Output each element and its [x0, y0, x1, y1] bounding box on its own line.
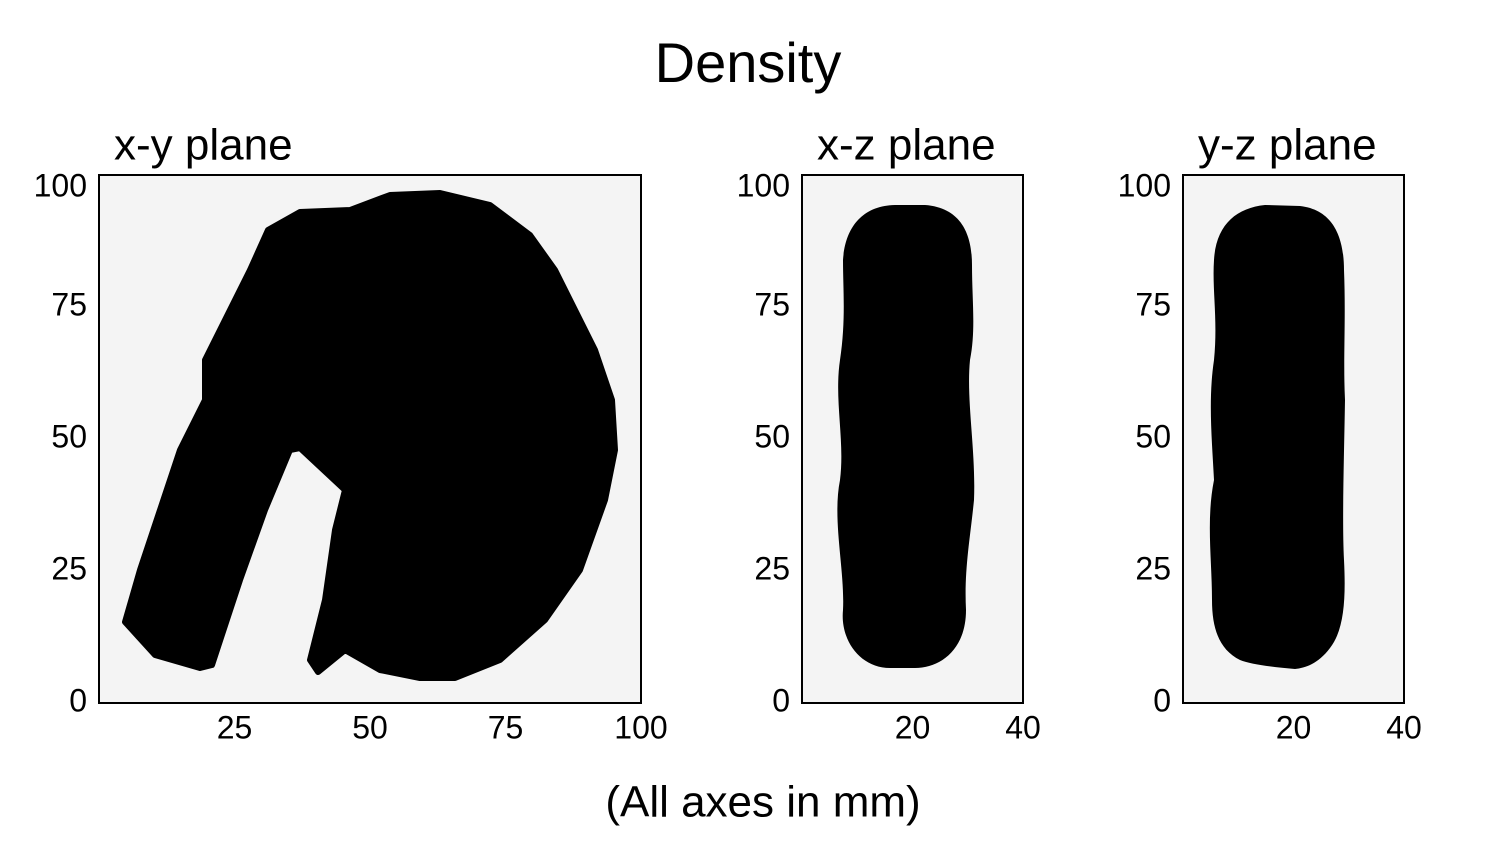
y-tick-label: 0 [772, 682, 790, 718]
density-blob [1209, 205, 1345, 669]
x-tick-label: 20 [895, 709, 931, 745]
y-tick-label: 100 [737, 167, 790, 203]
y-tick-label: 50 [51, 418, 87, 454]
x-tick-label: 25 [217, 709, 253, 745]
y-tick-label: 50 [1135, 418, 1171, 454]
x-tick-label: 100 [614, 709, 667, 745]
y-tick-label: 25 [754, 550, 790, 586]
panel-title: x-y plane [114, 121, 293, 170]
figure-title: Density [655, 31, 842, 94]
y-tick-label: 25 [51, 550, 87, 586]
panel-title: y-z plane [1198, 121, 1377, 170]
x-tick-label: 40 [1386, 709, 1422, 745]
y-tick-label: 75 [1135, 286, 1171, 322]
density-blob [122, 190, 618, 681]
x-tick-label: 40 [1005, 709, 1041, 745]
y-tick-label: 75 [754, 286, 790, 322]
y-tick-label: 25 [1135, 550, 1171, 586]
x-tick-label: 75 [488, 709, 524, 745]
y-tick-label: 50 [754, 418, 790, 454]
panel-title: x-z plane [817, 121, 996, 170]
y-tick-label: 0 [1153, 682, 1171, 718]
y-tick-label: 75 [51, 286, 87, 322]
x-tick-label: 20 [1276, 709, 1312, 745]
density-blob [837, 205, 975, 668]
y-tick-label: 100 [1118, 167, 1171, 203]
y-tick-label: 100 [34, 167, 87, 203]
x-tick-label: 50 [352, 709, 388, 745]
axes-note: (All axes in mm) [605, 778, 920, 827]
y-tick-label: 0 [69, 682, 87, 718]
